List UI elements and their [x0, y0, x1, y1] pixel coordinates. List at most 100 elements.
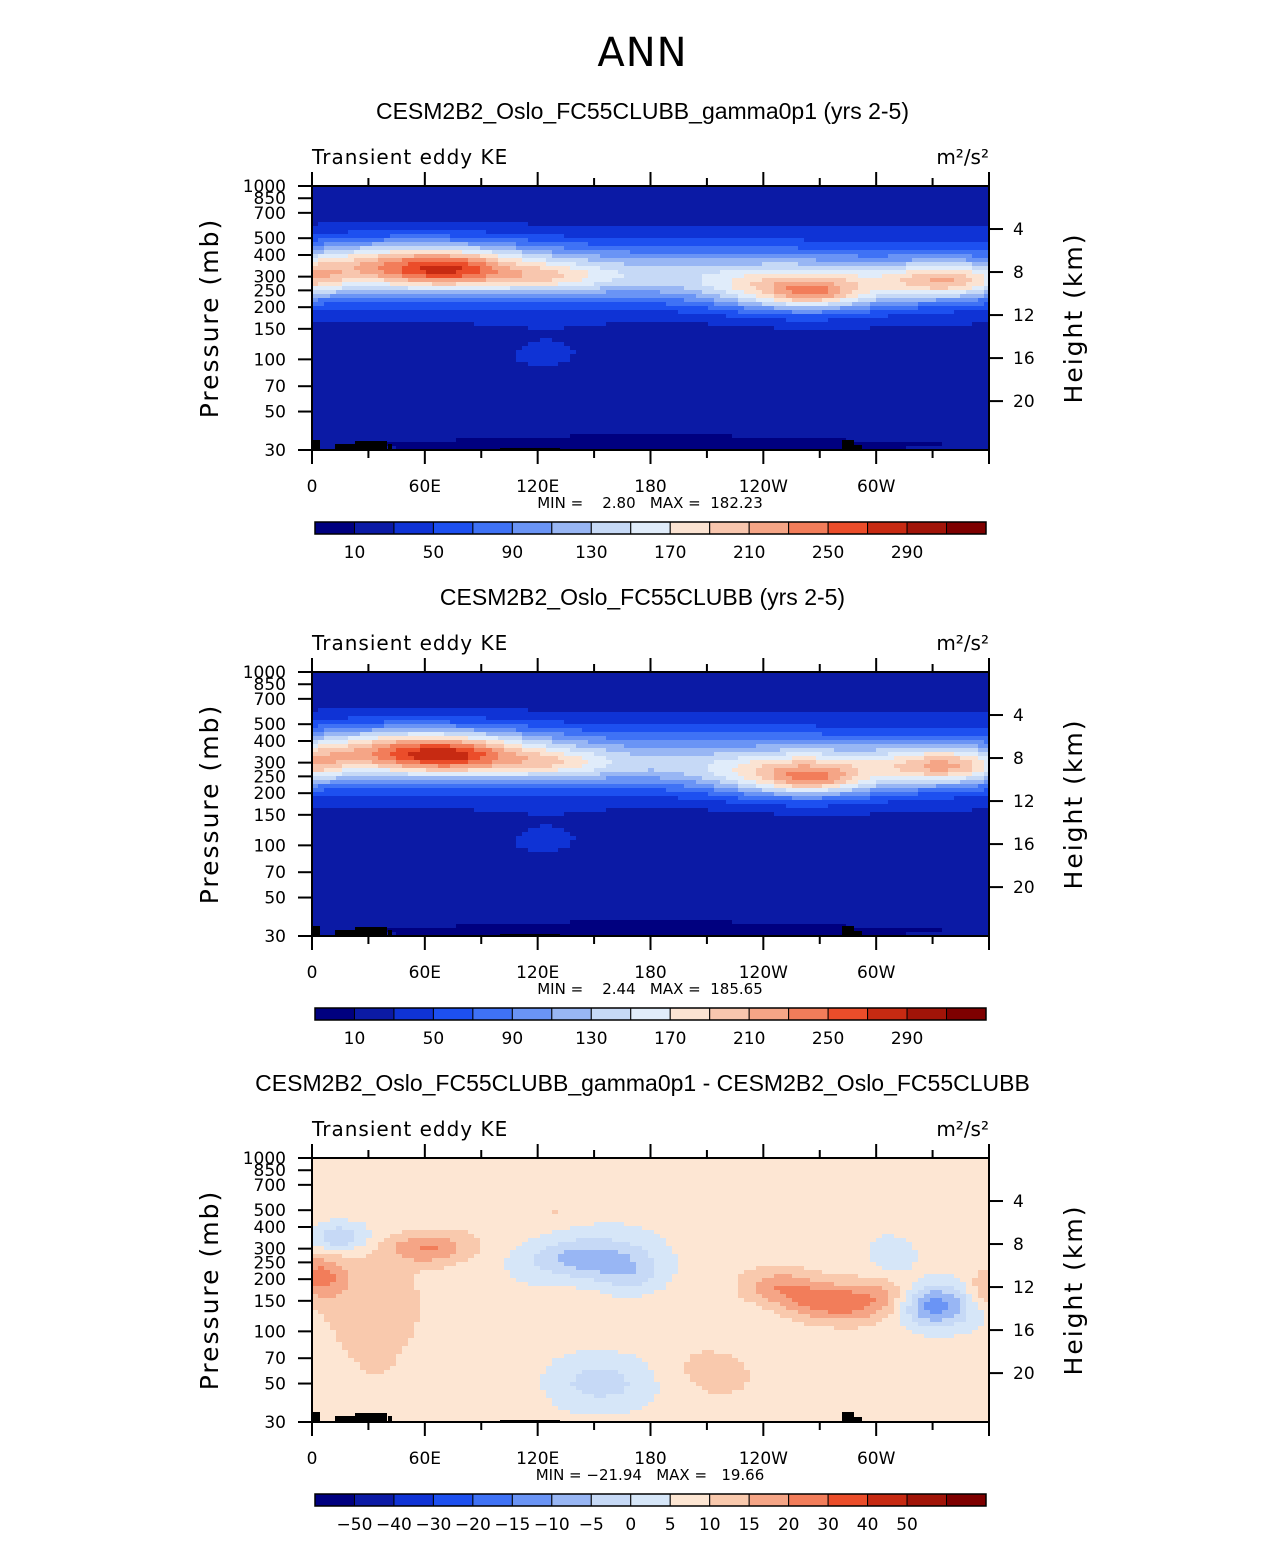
contour-cell: [534, 358, 541, 363]
contour-cell: [618, 266, 625, 271]
contour-cell: [468, 190, 475, 195]
contour-cell: [408, 282, 415, 287]
contour-cell: [972, 334, 979, 339]
contour-cell: [588, 194, 595, 199]
contour-cell: [594, 202, 601, 207]
contour-cell: [780, 270, 787, 275]
contour-cell: [354, 214, 361, 219]
contour-cell: [588, 198, 595, 203]
contour-cell: [528, 290, 535, 295]
contour-cell: [600, 302, 607, 307]
contour-cell: [576, 338, 583, 343]
contour-cell: [630, 278, 637, 283]
contour-cell: [456, 206, 463, 211]
contour-cell: [318, 358, 325, 363]
contour-cell: [384, 314, 391, 319]
contour-cell: [840, 346, 847, 351]
contour-cell: [756, 210, 763, 215]
contour-cell: [960, 258, 967, 263]
contour-cell: [480, 202, 487, 207]
contour-cell: [510, 274, 517, 279]
contour-cell: [966, 230, 973, 235]
contour-cell: [594, 274, 601, 279]
contour-cell: [360, 306, 367, 311]
contour-cell: [870, 234, 877, 239]
contour-cell: [756, 338, 763, 343]
contour-cell: [864, 354, 871, 359]
contour-cell: [492, 194, 499, 199]
contour-cell: [474, 326, 481, 331]
contour-cell: [972, 186, 979, 191]
contour-cell: [636, 254, 643, 259]
contour-cell: [768, 242, 775, 247]
contour-cell: [822, 226, 829, 231]
contour-cell: [504, 322, 511, 327]
contour-cell: [354, 278, 361, 283]
contour-cell: [798, 306, 805, 311]
contour-cell: [594, 282, 601, 287]
contour-cell: [642, 294, 649, 299]
contour-cell: [738, 306, 745, 311]
contour-cell: [354, 302, 361, 307]
contour-cell: [672, 210, 679, 215]
contour-cell: [504, 278, 511, 283]
contour-cell: [492, 314, 499, 319]
contour-cell: [810, 290, 817, 295]
contour-cell: [354, 266, 361, 271]
contour-cell: [804, 330, 811, 335]
contour-cell: [420, 242, 427, 247]
contour-cell: [702, 358, 709, 363]
contour-cell: [528, 314, 535, 319]
contour-cell: [810, 226, 817, 231]
contour-cell: [954, 338, 961, 343]
contour-cell: [726, 274, 733, 279]
contour-cell: [702, 334, 709, 339]
contour-cell: [906, 342, 913, 347]
contour-cell: [984, 206, 990, 211]
contour-cell: [852, 198, 859, 203]
contour-cell: [882, 270, 889, 275]
contour-cell: [540, 290, 547, 295]
contour-cell: [792, 190, 799, 195]
contour-cell: [528, 274, 535, 279]
contour-cell: [408, 358, 415, 363]
contour-cell: [756, 314, 763, 319]
contour-cell: [498, 218, 505, 223]
contour-cell: [942, 246, 949, 251]
contour-cell: [660, 298, 667, 303]
contour-cell: [570, 218, 577, 223]
contour-cell: [486, 190, 493, 195]
contour-cell: [882, 258, 889, 263]
contour-cell: [402, 198, 409, 203]
contour-cell: [612, 254, 619, 259]
contour-cell: [696, 330, 703, 335]
contour-cell: [576, 246, 583, 251]
contour-cell: [840, 258, 847, 263]
contour-cell: [792, 230, 799, 235]
contour-cell: [546, 358, 553, 363]
contour-cell: [420, 230, 427, 235]
contour-cell: [384, 294, 391, 299]
contour-cell: [510, 358, 517, 363]
contour-cell: [414, 294, 421, 299]
contour-cell: [636, 214, 643, 219]
contour-cell: [858, 202, 865, 207]
contour-cell: [552, 282, 559, 287]
contour-cell: [552, 186, 559, 191]
contour-cell: [828, 330, 835, 335]
contour-cell: [366, 270, 373, 275]
contour-cell: [606, 250, 613, 255]
contour-cell: [546, 342, 553, 347]
contour-cell: [450, 330, 457, 335]
contour-cell: [858, 258, 865, 263]
contour-cell: [732, 262, 739, 267]
contour-cell: [594, 250, 601, 255]
contour-cell: [552, 210, 559, 215]
contour-cell: [912, 358, 919, 363]
contour-cell: [348, 242, 355, 247]
contour-cell: [438, 206, 445, 211]
contour-cell: [624, 330, 631, 335]
contour-cell: [558, 238, 565, 243]
contour-cell: [888, 210, 895, 215]
contour-cell: [744, 266, 751, 271]
